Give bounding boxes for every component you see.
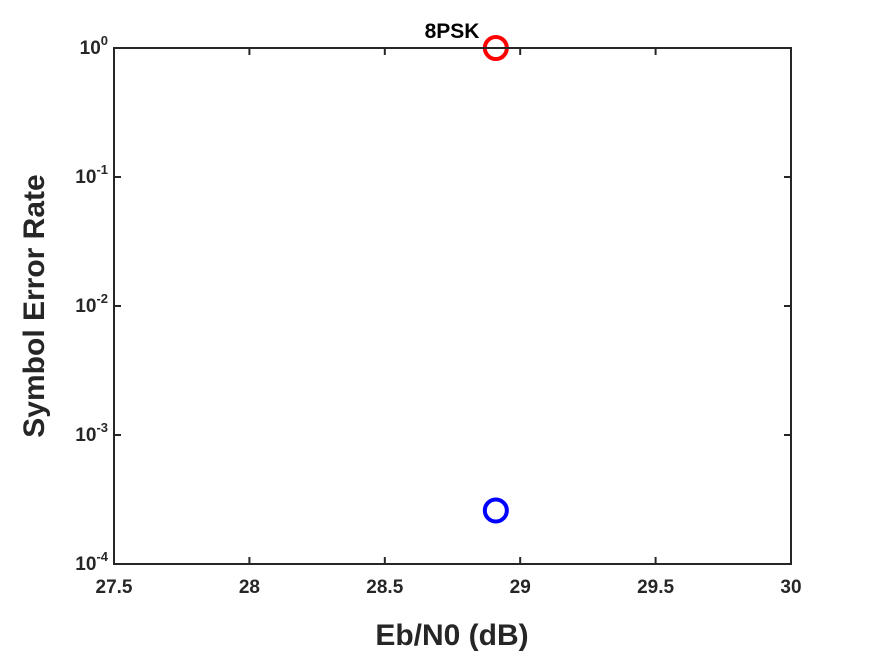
x-tick-label: 27.5 [96,577,133,598]
chart-title: 8PSK [425,20,480,43]
y-tick-label: 10-2 [75,291,108,317]
y-tick-label: 10-4 [75,549,108,575]
x-tick-label: 28 [239,577,260,598]
y-axis-label: Symbol Error Rate [18,174,51,437]
plot-frame [113,47,792,565]
plot-area [114,48,791,564]
x-tick-label: 28.5 [366,577,403,598]
x-tick-label: 30 [780,577,801,598]
y-tick-label: 100 [80,33,108,59]
x-tick-label: 29.5 [637,577,674,598]
y-tick-label: 10-3 [75,420,108,446]
y-tick-label: 10-1 [75,162,108,188]
x-ticks: 27.5 28 28.5 29 29.5 30 [96,48,802,598]
data-point-series-2 [482,497,509,524]
x-axis-label: Eb/N0 (dB) [375,619,528,652]
x-tick-label: 29 [510,577,531,598]
